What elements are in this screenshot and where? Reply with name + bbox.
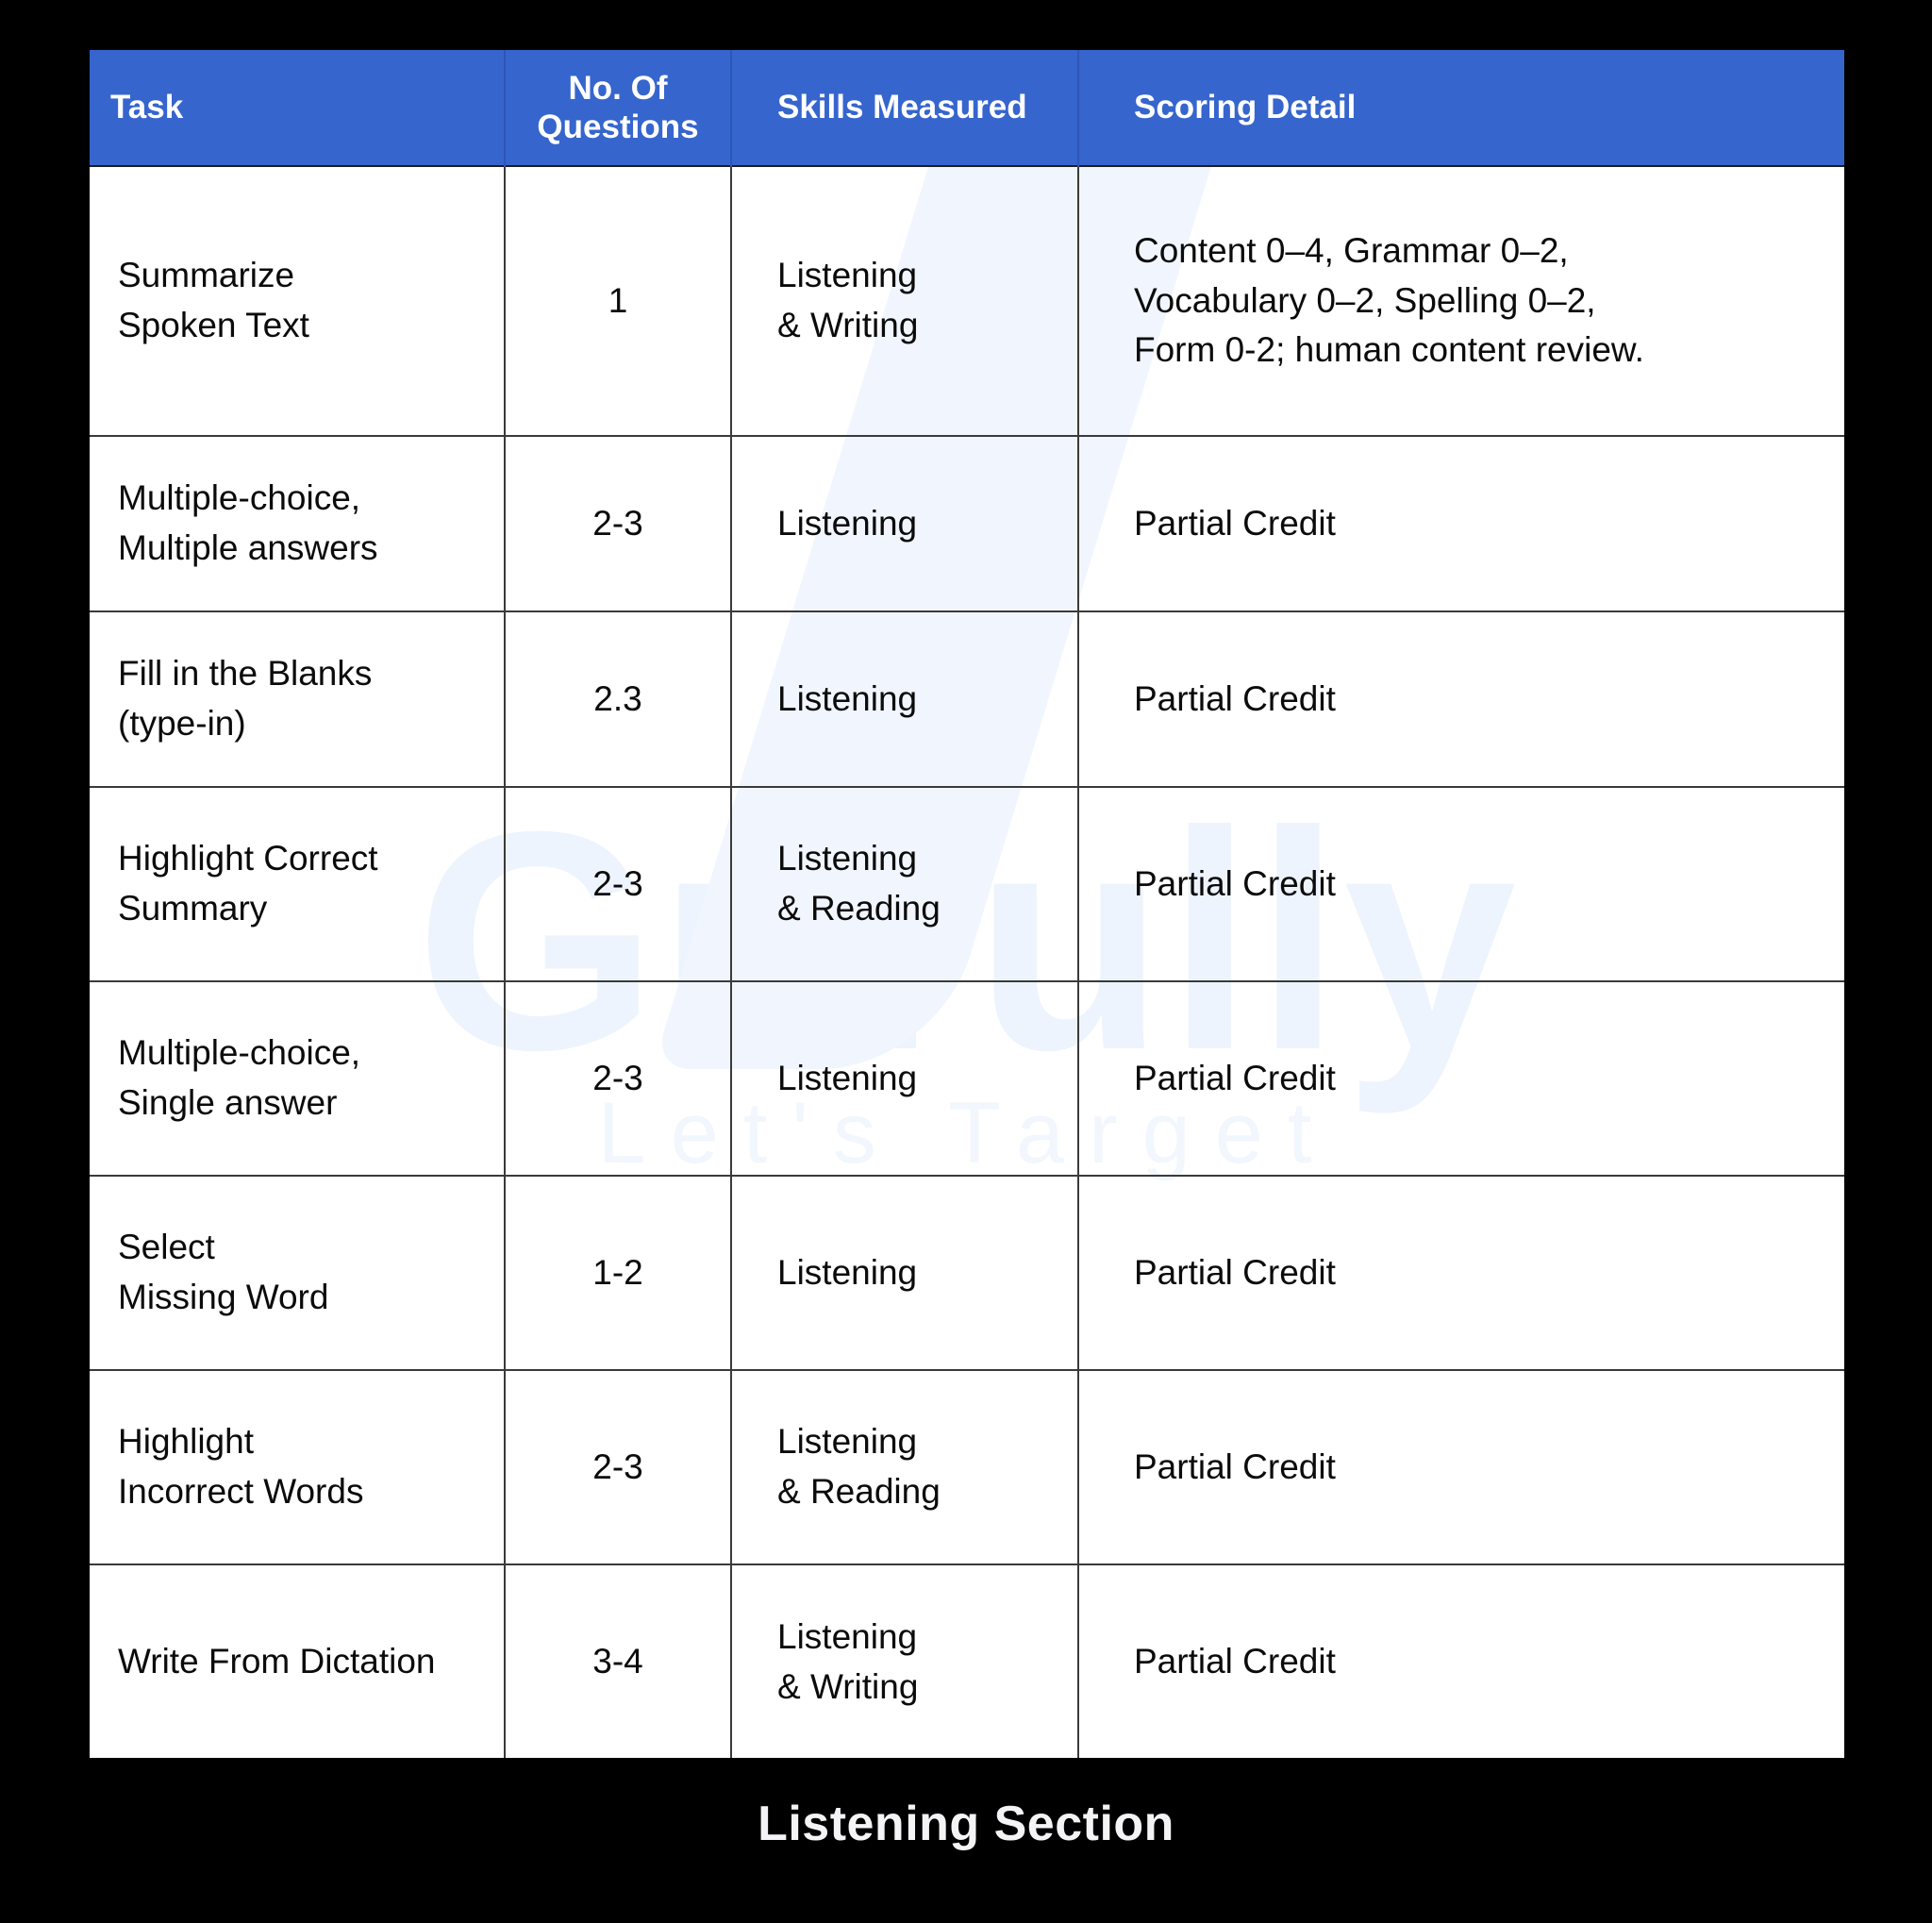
scoring-line-2: Vocabulary 0–2, Spelling 0–2, xyxy=(1134,280,1596,320)
cell-task: Select Missing Word xyxy=(90,1175,506,1370)
table-row: Multiple-choice, Single answer 2-3 Liste… xyxy=(90,980,1844,1176)
skills-line-1: Listening xyxy=(777,678,918,718)
scoring-line-1: Content 0–4, Grammar 0–2, xyxy=(1134,231,1569,271)
cell-no-of-questions: 1 xyxy=(505,165,732,436)
skills-line-2: & Reading xyxy=(777,1472,941,1511)
skills-line-2: & Writing xyxy=(777,1666,919,1706)
cell-no-of-questions: 1-2 xyxy=(505,1175,732,1370)
table-row: Select Missing Word 1-2 Listening Partia… xyxy=(90,1175,1844,1370)
task-line-1: Multiple-choice, xyxy=(118,478,361,518)
table-row: Multiple-choice, Multiple answers 2-3 Li… xyxy=(90,435,1844,611)
cell-scoring-detail: Partial Credit xyxy=(1078,786,1844,981)
column-header-skills-measured: Skills Measured xyxy=(731,50,1079,166)
scoring-line-1: Partial Credit xyxy=(1134,678,1336,718)
cell-skills-measured: Listening xyxy=(731,610,1079,787)
cell-scoring-detail: Partial Credit xyxy=(1078,610,1844,787)
task-line-1: Highlight Correct xyxy=(118,839,378,878)
column-header-no-of-questions: No. Of Questions xyxy=(505,50,732,166)
table-row: Highlight Incorrect Words 2-3 Listening … xyxy=(90,1369,1844,1564)
cell-scoring-detail: Partial Credit xyxy=(1078,1175,1844,1370)
scoring-line-3: Form 0-2; human content review. xyxy=(1134,330,1644,370)
skills-line-1: Listening xyxy=(777,256,918,295)
scoring-line-1: Partial Credit xyxy=(1134,1058,1336,1097)
table-row: Fill in the Blanks (type-in) 2.3 Listeni… xyxy=(90,610,1844,787)
task-line-1: Multiple-choice, xyxy=(118,1033,361,1073)
cell-task: Highlight Incorrect Words xyxy=(90,1369,506,1564)
column-header-no-of-questions-line2: Questions xyxy=(537,109,699,145)
cell-no-of-questions: 3-4 xyxy=(505,1563,732,1758)
task-line-1: Highlight xyxy=(118,1422,254,1462)
skills-line-2: & Writing xyxy=(777,306,919,344)
skills-line-1: Listening xyxy=(777,1422,918,1462)
table-row: Highlight Correct Summary 2-3 Listening … xyxy=(90,786,1844,981)
cell-skills-measured: Listening xyxy=(731,1175,1079,1370)
task-line-2: Single answer xyxy=(118,1083,338,1122)
task-line-1: Write From Dictation xyxy=(118,1642,436,1681)
cell-task: Multiple-choice, Single answer xyxy=(90,980,506,1176)
cell-scoring-detail: Partial Credit xyxy=(1078,1563,1844,1758)
cell-scoring-detail: Partial Credit xyxy=(1078,1369,1844,1564)
scoring-line-1: Partial Credit xyxy=(1134,1252,1336,1292)
table-header: Task No. Of Questions Skills Measured Sc… xyxy=(90,50,1844,166)
cell-no-of-questions: 2-3 xyxy=(505,1369,732,1564)
task-line-2: (type-in) xyxy=(118,704,246,743)
column-header-no-of-questions-line1: No. Of xyxy=(568,69,668,107)
listening-section-table-container: Gurully Let's Target Task No. Of Questio… xyxy=(90,50,1844,1758)
cell-skills-measured: Listening & Reading xyxy=(731,1369,1079,1564)
cell-skills-measured: Listening & Reading xyxy=(731,786,1079,981)
cell-no-of-questions: 2-3 xyxy=(505,435,732,611)
skills-line-1: Listening xyxy=(777,1616,918,1656)
table-body: Summarize Spoken Text 1 Listening & Writ… xyxy=(90,165,1844,1758)
table-row: Summarize Spoken Text 1 Listening & Writ… xyxy=(90,165,1844,436)
task-line-2: Spoken Text xyxy=(118,306,309,344)
task-line-2: Summary xyxy=(118,889,268,928)
task-line-1: Fill in the Blanks xyxy=(118,654,373,694)
task-line-1: Select xyxy=(118,1228,215,1267)
cell-task: Highlight Correct Summary xyxy=(90,786,506,981)
cell-scoring-detail: Partial Credit xyxy=(1078,435,1844,611)
task-line-2: Multiple answers xyxy=(118,528,378,567)
cell-no-of-questions: 2-3 xyxy=(505,786,732,981)
skills-line-1: Listening xyxy=(777,839,918,878)
cell-task: Write From Dictation xyxy=(90,1563,506,1758)
skills-line-1: Listening xyxy=(777,1252,918,1292)
skills-line-1: Listening xyxy=(777,503,918,543)
task-line-2: Incorrect Words xyxy=(118,1472,364,1511)
cell-skills-measured: Listening & Writing xyxy=(731,1563,1079,1758)
cell-skills-measured: Listening xyxy=(731,435,1079,611)
table-row: Write From Dictation 3-4 Listening & Wri… xyxy=(90,1563,1844,1758)
skills-line-1: Listening xyxy=(777,1058,918,1097)
cell-scoring-detail: Content 0–4, Grammar 0–2, Vocabulary 0–2… xyxy=(1078,165,1844,436)
cell-skills-measured: Listening & Writing xyxy=(731,165,1079,436)
listening-section-table: Task No. Of Questions Skills Measured Sc… xyxy=(90,50,1844,1758)
cell-no-of-questions: 2-3 xyxy=(505,980,732,1176)
scoring-line-1: Partial Credit xyxy=(1134,1446,1336,1486)
column-header-task: Task xyxy=(90,50,506,166)
cell-no-of-questions: 2.3 xyxy=(505,610,732,787)
cell-skills-measured: Listening xyxy=(731,980,1079,1176)
table-header-row: Task No. Of Questions Skills Measured Sc… xyxy=(90,50,1844,166)
column-header-scoring-detail: Scoring Detail xyxy=(1078,50,1844,166)
cell-task: Summarize Spoken Text xyxy=(90,165,506,436)
task-line-1: Summarize xyxy=(118,256,295,295)
skills-line-2: & Reading xyxy=(777,889,941,928)
cell-task: Multiple-choice, Multiple answers xyxy=(90,435,506,611)
figure-caption: Listening Section xyxy=(758,1797,1174,1851)
cell-task: Fill in the Blanks (type-in) xyxy=(90,610,506,787)
scoring-line-1: Partial Credit xyxy=(1134,503,1336,543)
scoring-line-1: Partial Credit xyxy=(1134,863,1336,903)
task-line-2: Missing Word xyxy=(118,1278,329,1316)
scoring-line-1: Partial Credit xyxy=(1134,1642,1336,1681)
cell-scoring-detail: Partial Credit xyxy=(1078,980,1844,1176)
